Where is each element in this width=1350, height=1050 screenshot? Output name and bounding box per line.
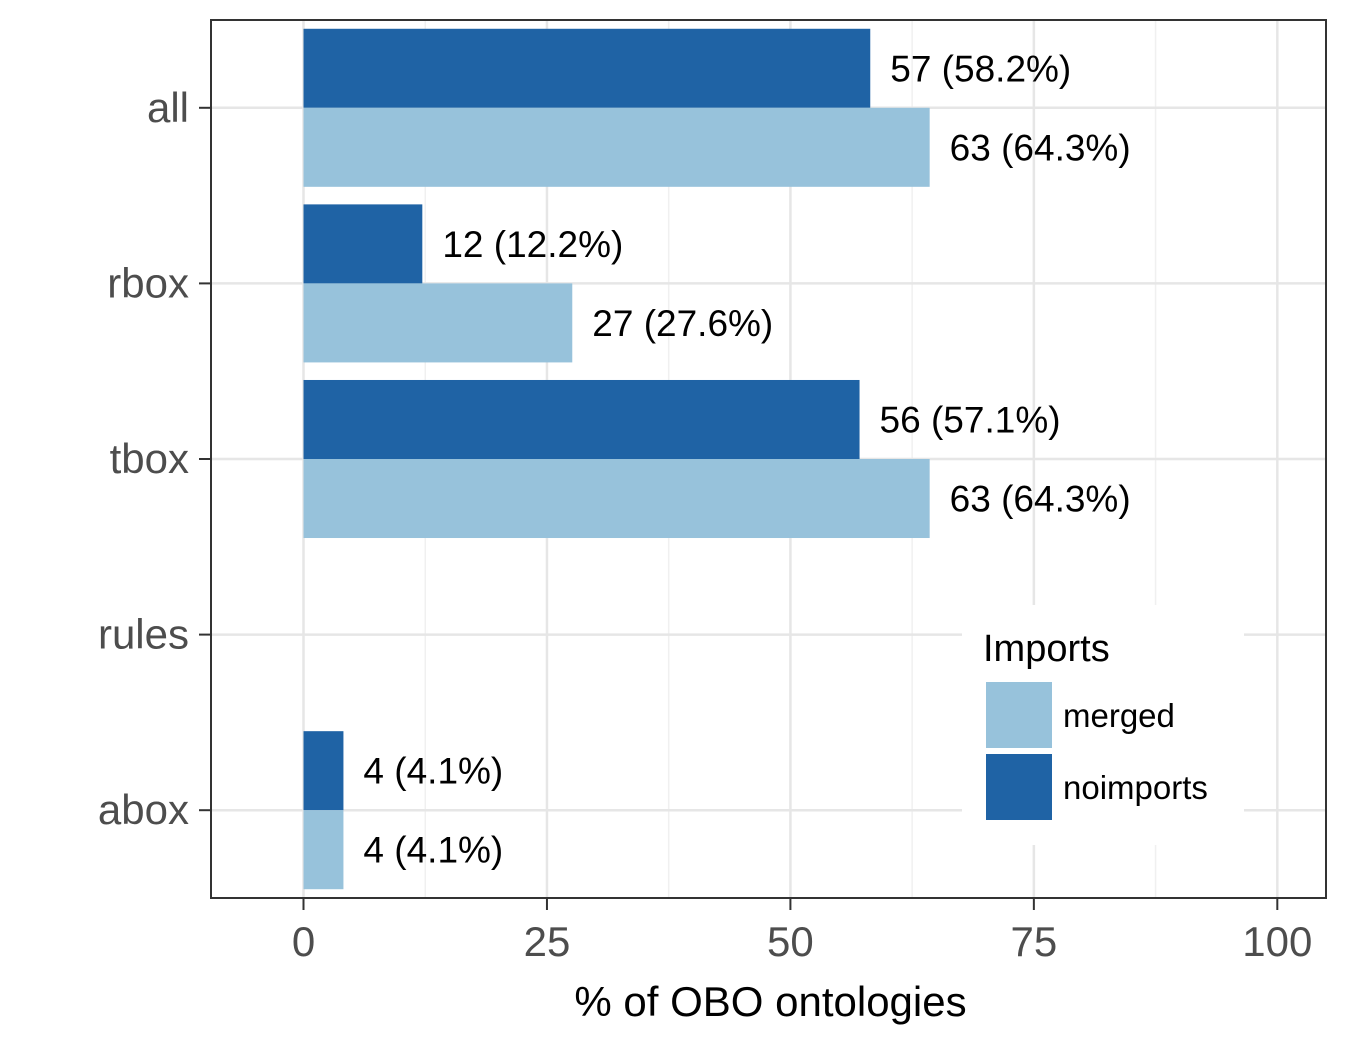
x-tick-label: 25 <box>524 918 571 965</box>
data-label-merged-abox: 4 (4.1%) <box>363 830 503 871</box>
data-label-noimports-rbox: 12 (12.2%) <box>442 224 623 265</box>
bar-merged-abox <box>303 810 344 890</box>
bars <box>303 28 930 890</box>
x-tick-label: 50 <box>767 918 814 965</box>
data-label-noimports-tbox: 56 (57.1%) <box>880 399 1061 440</box>
legend-label-merged: merged <box>1063 697 1175 734</box>
legend: Imports merged noimports <box>962 605 1244 845</box>
data-label-noimports-all: 57 (58.2%) <box>890 48 1071 89</box>
y-tick-label: rbox <box>107 259 189 306</box>
legend-key-noimports <box>986 754 1052 820</box>
y-tick-label: all <box>147 84 189 131</box>
bar-merged-rbox <box>303 283 573 363</box>
y-tick-label: tbox <box>110 435 189 482</box>
data-label-noimports-abox: 4 (4.1%) <box>363 751 503 792</box>
bar-labels: 57 (58.2%) 63 (64.3%) 12 (12.2%) 27 (27.6%)… <box>363 48 1130 870</box>
data-label-merged-rbox: 27 (27.6%) <box>592 303 773 344</box>
bar-noimports-all <box>303 28 871 108</box>
legend-title: Imports <box>983 628 1110 670</box>
legend-items: merged noimports <box>986 682 1208 820</box>
bar-merged-all <box>303 107 930 187</box>
x-tick-label: 0 <box>292 918 315 965</box>
axes: all rbox tbox rules abox 0 25 50 75 100 <box>98 84 1312 965</box>
y-tick-label: rules <box>98 611 189 658</box>
x-axis-title: % of OBO ontologies <box>574 978 966 1025</box>
legend-key-merged <box>986 682 1052 748</box>
x-tick-label: 75 <box>1011 918 1058 965</box>
y-tick-label: abox <box>98 786 189 833</box>
bar-noimports-tbox <box>303 379 860 459</box>
bar-noimports-abox <box>303 731 344 811</box>
bar-noimports-rbox <box>303 204 423 284</box>
data-label-merged-all: 63 (64.3%) <box>950 127 1131 168</box>
data-label-merged-tbox: 63 (64.3%) <box>950 479 1131 520</box>
bar-merged-tbox <box>303 459 930 539</box>
x-tick-label: 100 <box>1242 918 1312 965</box>
legend-label-noimports: noimports <box>1063 769 1208 806</box>
